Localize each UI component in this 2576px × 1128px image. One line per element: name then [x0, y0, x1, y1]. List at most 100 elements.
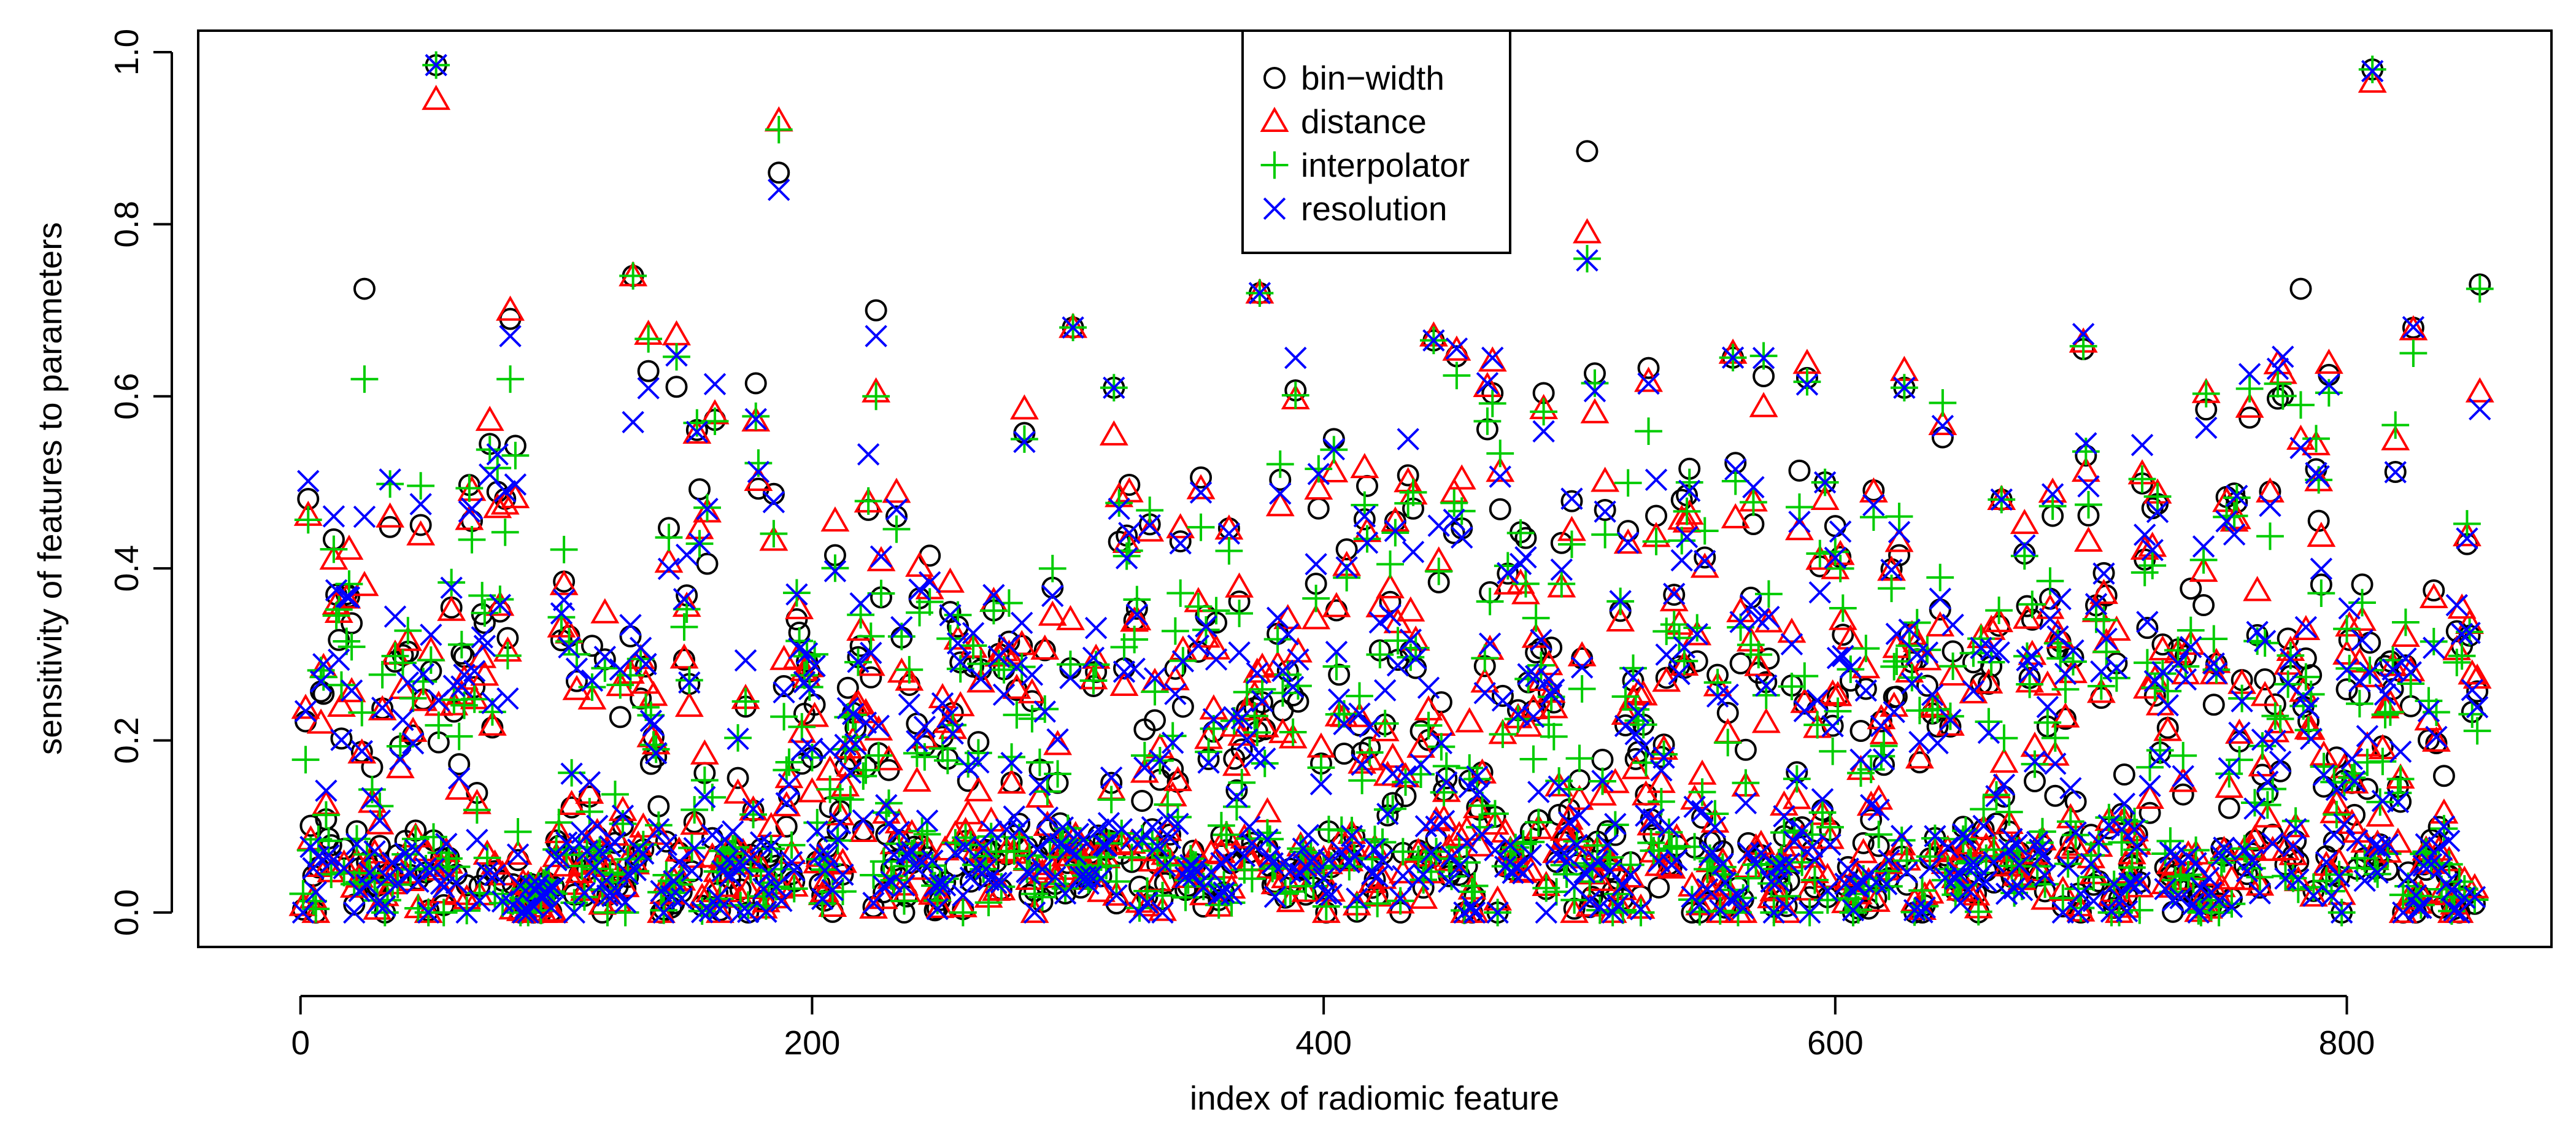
data-point: [1635, 417, 1662, 445]
data-point: [384, 605, 407, 628]
data-point: [854, 487, 882, 515]
data-point: [1499, 834, 1522, 857]
data-point: [1304, 474, 1333, 500]
data-point: [1888, 544, 1911, 566]
data-point: [2192, 594, 2215, 617]
data-point: [458, 525, 486, 554]
data-point: [875, 794, 898, 817]
data-point: [2207, 889, 2231, 912]
data-point: [1563, 827, 1591, 856]
data-point: [1414, 711, 1443, 740]
data-point: [1791, 662, 1819, 690]
legend-label: resolution: [1301, 190, 1447, 228]
data-point: [1254, 819, 1281, 847]
data-point: [2320, 884, 2343, 908]
data-point: [440, 576, 463, 599]
data-point: [2205, 662, 2228, 685]
data-point: [299, 887, 327, 915]
data-point: [1476, 587, 1504, 616]
data-point: [1939, 652, 1967, 681]
data-point: [2169, 741, 2197, 770]
data-point: [768, 179, 790, 201]
data-point: [2174, 668, 2197, 691]
data-point: [2272, 346, 2294, 368]
data-point: [1105, 884, 1128, 907]
data-point: [2018, 590, 2046, 619]
data-point: [734, 649, 757, 672]
data-point: [2284, 817, 2307, 841]
data-point: [1884, 527, 1914, 552]
data-point: [445, 871, 468, 895]
data-point: [1468, 781, 1491, 803]
data-point: [1108, 497, 1130, 520]
data-point: [1954, 876, 1983, 902]
data-point: [1788, 459, 1811, 482]
data-point: [1422, 329, 1445, 352]
data-point: [823, 560, 847, 582]
y-axis-label: sensitivity of features to parameters: [31, 222, 69, 755]
data-point: [1302, 584, 1330, 612]
data-point: [2325, 860, 2353, 889]
data-point: [1992, 773, 2016, 796]
data-point: [1772, 897, 1802, 923]
data-point: [1745, 852, 1767, 875]
data-point: [1808, 798, 1837, 827]
data-point: [1251, 690, 1274, 713]
data-point: [670, 613, 698, 641]
data-point: [2443, 899, 2466, 922]
data-point: [2118, 872, 2141, 895]
data-point: [944, 841, 967, 864]
data-point: [555, 627, 583, 655]
data-point: [2289, 277, 2312, 300]
data-point: [1990, 488, 2013, 511]
data-point: [1133, 756, 1156, 779]
data-point: [2399, 661, 2422, 684]
data-point: [1376, 550, 1404, 578]
data-point: [821, 879, 844, 902]
data-point: [2082, 889, 2105, 913]
data-point: [992, 683, 1016, 706]
data-point: [2136, 617, 2159, 639]
data-point: [1043, 730, 1073, 755]
data-point: [1432, 752, 1460, 780]
data-point: [1384, 519, 1407, 543]
data-point: [1683, 614, 1711, 642]
data-point: [741, 406, 771, 432]
data-point: [1187, 513, 1215, 541]
data-point: [496, 687, 519, 710]
data-point: [1862, 886, 1891, 912]
data-point: [2054, 662, 2077, 686]
data-point: [2294, 716, 2323, 744]
data-point: [780, 851, 803, 873]
data-point: [1432, 809, 1456, 833]
data-point: [775, 748, 803, 776]
data-point: [1849, 748, 1872, 771]
data-point: [1524, 814, 1553, 840]
data-point: [946, 691, 975, 717]
data-point: [1384, 627, 1412, 655]
data-point: [862, 382, 890, 411]
data-point: [476, 436, 504, 464]
data-point: [578, 673, 606, 701]
data-point: [1655, 643, 1678, 666]
data-point: [1770, 790, 1799, 816]
data-point: [1565, 744, 1594, 773]
data-point: [2005, 846, 2034, 875]
data-point: [946, 655, 974, 683]
data-point: [2358, 68, 2387, 93]
data-point: [1670, 489, 1693, 511]
data-point: [493, 641, 522, 670]
data-point: [2059, 647, 2087, 676]
data-point: [2445, 593, 2468, 617]
data-point: [2146, 736, 2174, 764]
data-point: [1284, 346, 1307, 369]
data-point: [1522, 705, 1545, 728]
data-point: [1938, 660, 1968, 686]
data-point: [1560, 490, 1583, 512]
data-point: [2177, 616, 2205, 644]
data-point: [1486, 439, 1514, 468]
data-point: [1174, 866, 1197, 889]
data-point: [1647, 850, 1670, 873]
data-point: [2423, 636, 2445, 659]
data-point: [1009, 394, 1039, 420]
